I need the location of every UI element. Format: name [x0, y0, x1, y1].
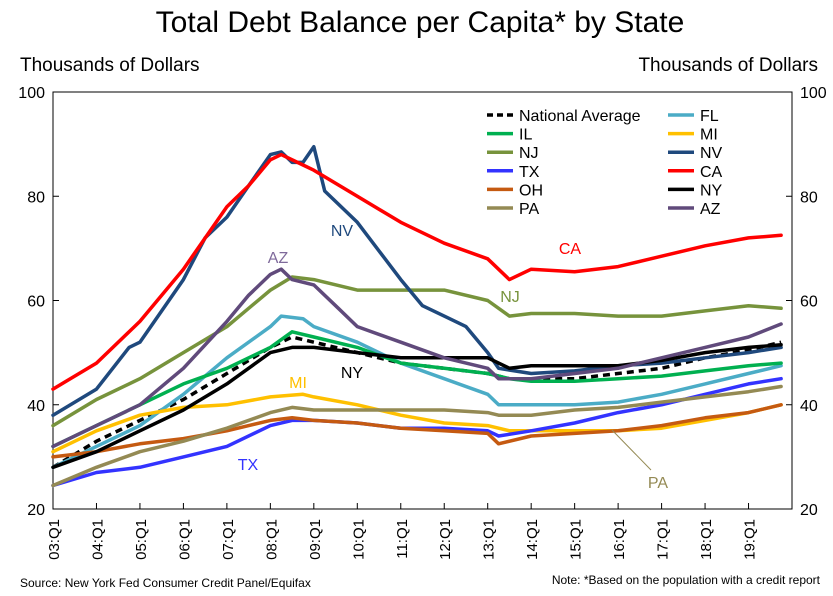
annotations: NV CA AZ NJ MI NY TX PA [238, 223, 669, 492]
series-line-il [51, 330, 783, 449]
annotation-ca: CA [559, 241, 582, 258]
chart-title: Total Debt Balance per Capita* by State [156, 6, 685, 39]
y-tick-label-left: 80 [27, 189, 45, 206]
legend-label: TX [519, 164, 540, 181]
series-line-az [51, 267, 783, 449]
series-line-nv [51, 144, 783, 417]
annotation-pa: PA [648, 475, 668, 492]
legend-label: AZ [700, 201, 721, 218]
legend-label: OH [519, 182, 543, 199]
x-tick-label: 03:Q1 [46, 519, 63, 560]
axis-ticks: 20 20 40 40 60 60 80 80 100 100 03:Q1 04:Q1 05:Q1 06:… [18, 85, 827, 560]
x-tick-label: 19:Q1 [742, 519, 759, 560]
x-tick-label: 10:Q1 [350, 519, 367, 560]
annotation-ny: NY [341, 365, 364, 382]
series-line-national-average [52, 335, 782, 469]
legend-label: FL [700, 108, 719, 125]
legend-label: MI [700, 127, 718, 144]
x-tick-label: 15:Q1 [568, 519, 585, 560]
annotation-az: AZ [268, 250, 289, 267]
y-tick-label-right: 40 [800, 398, 818, 415]
x-tick-label: 14:Q1 [524, 519, 541, 560]
x-tick-label: 07:Q1 [220, 519, 237, 560]
y-tick-label-right: 80 [800, 189, 818, 206]
source-note: Source: New York Fed Consumer Credit Pan… [20, 576, 311, 590]
annotation-tx: TX [238, 457, 259, 474]
x-tick-label: 17:Q1 [655, 519, 672, 560]
series-line-nj [51, 275, 783, 428]
x-tick-label: 18:Q1 [698, 519, 715, 560]
y-tick-label-left: 60 [27, 294, 45, 311]
x-tick-label: 06:Q1 [176, 519, 193, 560]
y-axis-label-left: Thousands of Dollars [20, 55, 200, 76]
footnote: Note: *Based on the population with a cr… [552, 573, 821, 587]
y-tick-label-right: 100 [800, 85, 827, 102]
series-lines [51, 144, 783, 488]
x-tick-label: 04:Q1 [89, 519, 106, 560]
pa-pointer-line [611, 429, 652, 471]
legend-label: PA [519, 201, 539, 218]
annotation-nj: NJ [500, 289, 520, 306]
legend-label: National Average [519, 108, 641, 125]
series-line-pa [51, 384, 783, 488]
legend-label: NY [700, 182, 723, 199]
x-tick-label: 08:Q1 [263, 519, 280, 560]
annotation-mi: MI [289, 375, 307, 392]
x-tick-label: 12:Q1 [437, 519, 454, 560]
y-tick-label-right: 20 [800, 502, 818, 519]
y-tick-label-left: 40 [27, 398, 45, 415]
legend: National Average FL IL MI NJ NV TX CA OH NY PA AZ [487, 108, 723, 218]
legend-label: IL [519, 127, 532, 144]
x-tick-label: 16:Q1 [611, 519, 628, 560]
x-tick-label: 09:Q1 [307, 519, 324, 560]
x-tick-label: 05:Q1 [133, 519, 150, 560]
annotation-nv: NV [331, 223, 354, 240]
x-tick-label: 13:Q1 [481, 519, 498, 560]
legend-label: NV [700, 145, 723, 162]
x-tick-label: 11:Q1 [394, 519, 411, 559]
series-line-ca [51, 152, 783, 391]
y-tick-label-right: 60 [800, 294, 818, 311]
legend-label: CA [700, 164, 723, 181]
legend-label: NJ [519, 145, 539, 162]
y-axis-label-right: Thousands of Dollars [638, 55, 818, 76]
y-tick-label-left: 20 [27, 502, 45, 519]
y-tick-label-left: 100 [18, 85, 45, 102]
